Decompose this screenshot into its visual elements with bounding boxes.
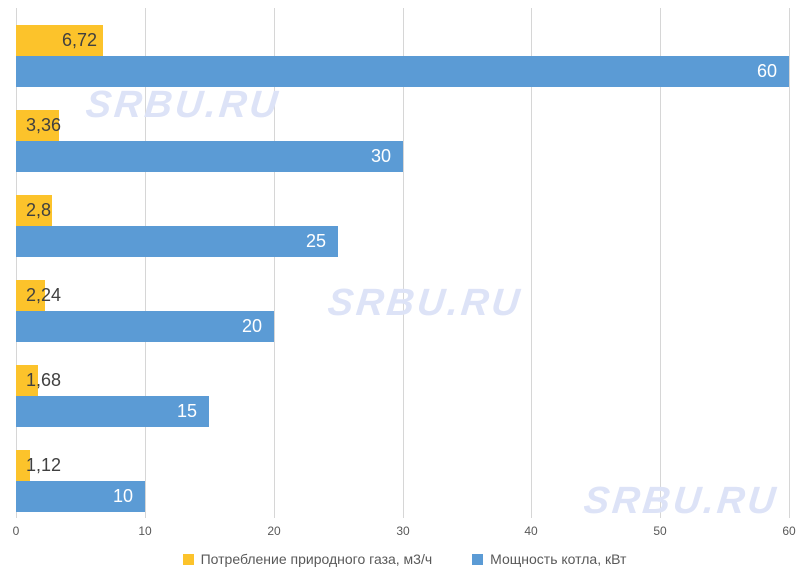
power-bar-label: 15 — [176, 401, 197, 421]
gridline — [145, 8, 146, 518]
legend: Потребление природного газа, м3/ч Мощност… — [0, 551, 809, 567]
x-tick-label: 10 — [138, 524, 152, 538]
power-bar-label: 25 — [305, 231, 326, 251]
power-bar-label: 30 — [370, 146, 391, 166]
gas-bar-label: 1,12 — [26, 455, 62, 475]
gas-bar-label: 2,24 — [26, 285, 62, 305]
gas-bar — [16, 280, 45, 311]
gas-bar-label: 1,68 — [26, 370, 62, 390]
x-tick-label: 20 — [267, 524, 281, 538]
gas-bar-label: 3,36 — [26, 115, 62, 135]
plot-area: 6,72 60 3,36 30 2,8 25 2,24 20 1,68 15 1,12 10 — [16, 8, 790, 518]
legend-item-gas: Потребление природного газа, м3/ч — [182, 551, 433, 567]
power-bar-label: 60 — [756, 61, 777, 81]
gridline — [274, 8, 275, 518]
value-axis-line — [16, 8, 17, 518]
gridline — [531, 8, 532, 518]
power-bar: 10 — [16, 481, 145, 512]
legend-label-power: Мощность котла, кВт — [490, 551, 627, 567]
gas-bar-label: 6,72 — [61, 30, 97, 50]
gas-bar — [16, 195, 52, 226]
legend-swatch-gas — [182, 553, 194, 565]
x-tick-label: 50 — [653, 524, 667, 538]
x-tick-label: 40 — [524, 524, 538, 538]
x-tick-label: 0 — [12, 524, 20, 538]
legend-label-gas: Потребление природного газа, м3/ч — [200, 551, 433, 567]
gridline — [660, 8, 661, 518]
power-bar: 60 — [16, 56, 789, 87]
gas-bar — [16, 365, 38, 396]
power-bar: 15 — [16, 396, 209, 427]
legend-item-power: Мощность котла, кВт — [472, 551, 626, 567]
gas-bar: 6,72 — [16, 25, 103, 56]
gas-bar — [16, 450, 30, 481]
x-tick-label: 30 — [396, 524, 410, 538]
gridline — [789, 8, 790, 518]
power-bar: 20 — [16, 311, 274, 342]
power-bar: 25 — [16, 226, 338, 257]
legend-swatch-power — [472, 553, 484, 565]
power-bar-label: 20 — [241, 316, 262, 336]
gas-bar-label: 2,8 — [26, 200, 52, 220]
gridline — [403, 8, 404, 518]
power-bar-label: 10 — [112, 486, 133, 506]
x-tick-label: 60 — [782, 524, 796, 538]
power-bar: 30 — [16, 141, 403, 172]
gas-bar — [16, 110, 59, 141]
